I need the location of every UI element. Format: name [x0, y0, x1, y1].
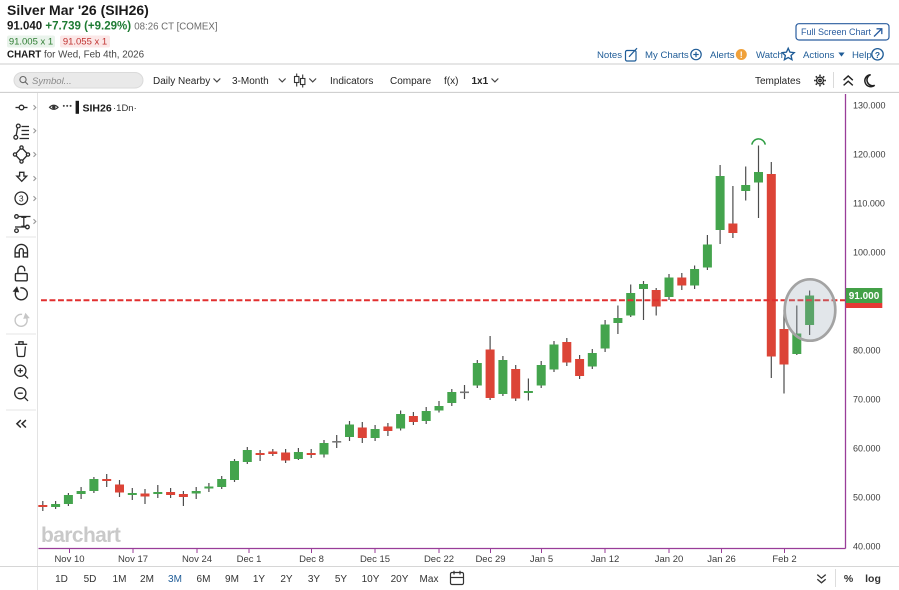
svg-text:9M: 9M	[225, 574, 239, 585]
svg-text:70.000: 70.000	[853, 395, 881, 405]
svg-text:110.000: 110.000	[853, 199, 885, 209]
svg-text:Dec 1: Dec 1	[237, 554, 262, 565]
svg-text:50.000: 50.000	[853, 493, 881, 503]
svg-text:91.000: 91.000	[849, 291, 880, 302]
svg-text:Indicators: Indicators	[330, 76, 373, 87]
svg-text:6M: 6M	[197, 574, 211, 585]
svg-text:Dec 29: Dec 29	[475, 554, 505, 565]
svg-text:Nov 10: Nov 10	[54, 554, 84, 565]
svg-text:Watch: Watch	[756, 50, 783, 61]
svg-text:%: %	[844, 573, 854, 585]
svg-text:Dec 8: Dec 8	[299, 554, 324, 565]
svg-text:1M: 1M	[113, 574, 127, 585]
svg-text:91.005 x 1: 91.005 x 1	[9, 37, 53, 48]
svg-text:3Y: 3Y	[308, 574, 321, 585]
svg-text:!: !	[740, 50, 743, 60]
svg-text:Jan 20: Jan 20	[655, 554, 684, 565]
svg-text:Help: Help	[852, 50, 872, 61]
svg-text:Jan 12: Jan 12	[591, 554, 620, 565]
svg-text:5D: 5D	[84, 574, 97, 585]
svg-text:20Y: 20Y	[391, 574, 409, 585]
svg-text:Jan 26: Jan 26	[707, 554, 736, 565]
svg-text:?: ?	[875, 50, 880, 60]
svg-text:5Y: 5Y	[335, 574, 348, 585]
svg-text:log: log	[865, 573, 881, 585]
svg-text:Feb 2: Feb 2	[772, 554, 796, 565]
svg-text:60.000: 60.000	[853, 444, 881, 454]
svg-text:40.000: 40.000	[853, 542, 881, 552]
svg-text:CHART for Wed, Feb 4th, 2026: CHART for Wed, Feb 4th, 2026	[7, 50, 145, 61]
svg-text:1D: 1D	[55, 574, 68, 585]
svg-text:Alerts: Alerts	[710, 50, 735, 61]
svg-text:Nov 17: Nov 17	[118, 554, 148, 565]
svg-text:Compare: Compare	[390, 76, 432, 87]
svg-text:130.000: 130.000	[853, 101, 886, 111]
svg-text:·1Dn·: ·1Dn·	[113, 103, 137, 114]
svg-text:f(x): f(x)	[444, 76, 458, 87]
svg-text:Notes: Notes	[597, 50, 622, 61]
svg-text:Nov 24: Nov 24	[182, 554, 212, 565]
svg-text:barchart: barchart	[41, 524, 121, 547]
svg-text:2Y: 2Y	[280, 574, 293, 585]
svg-text:Full Screen Chart: Full Screen Chart	[801, 27, 872, 37]
svg-text:80.000: 80.000	[853, 346, 881, 356]
svg-text:Jan 5: Jan 5	[530, 554, 553, 565]
svg-text:91.055 x 1: 91.055 x 1	[63, 37, 107, 48]
svg-text:Silver Mar '26 (SIH26): Silver Mar '26 (SIH26)	[7, 2, 149, 18]
svg-text:100.000: 100.000	[853, 248, 886, 258]
svg-text:Dec 15: Dec 15	[360, 554, 390, 565]
svg-text:91.040 +7.739 (+9.29%) 08:26 C: 91.040 +7.739 (+9.29%) 08:26 CT [COMEX]	[7, 21, 218, 33]
svg-text:Symbol...: Symbol...	[32, 76, 72, 87]
svg-text:Templates: Templates	[755, 76, 801, 87]
svg-text:SIH26: SIH26	[83, 102, 112, 114]
svg-text:3M: 3M	[168, 574, 182, 585]
svg-text:Dec 22: Dec 22	[424, 554, 454, 565]
svg-text:120.000: 120.000	[853, 150, 886, 160]
svg-text:Daily Nearby: Daily Nearby	[153, 76, 210, 87]
svg-text:10Y: 10Y	[362, 574, 380, 585]
svg-text:Max: Max	[420, 574, 439, 585]
svg-text:My Charts: My Charts	[645, 50, 689, 61]
svg-text:2M: 2M	[140, 574, 154, 585]
svg-text:Actions: Actions	[803, 50, 835, 61]
svg-text:1Y: 1Y	[253, 574, 266, 585]
svg-text:1x1: 1x1	[472, 76, 489, 87]
svg-text:3: 3	[19, 194, 24, 204]
svg-text:3-Month: 3-Month	[232, 76, 269, 87]
